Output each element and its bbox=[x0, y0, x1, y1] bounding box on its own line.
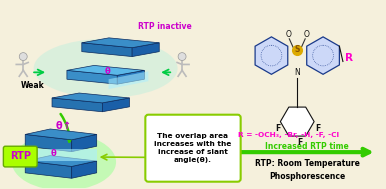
Polygon shape bbox=[25, 149, 97, 161]
Polygon shape bbox=[307, 37, 339, 74]
Text: θ: θ bbox=[105, 67, 110, 76]
Polygon shape bbox=[82, 38, 159, 48]
Text: ↑: ↑ bbox=[62, 122, 70, 132]
Text: RTP: Room Temperature
Phosphorescence: RTP: Room Temperature Phosphorescence bbox=[255, 159, 360, 180]
Polygon shape bbox=[25, 129, 97, 140]
Circle shape bbox=[19, 53, 27, 60]
Polygon shape bbox=[52, 98, 102, 112]
Text: RTP inactive: RTP inactive bbox=[139, 22, 192, 31]
Text: The overlap area
increases with the
increase of slant
angle(θ).: The overlap area increases with the incr… bbox=[154, 133, 232, 163]
Text: Weak: Weak bbox=[21, 81, 45, 90]
Polygon shape bbox=[72, 161, 97, 178]
Circle shape bbox=[178, 53, 186, 60]
Polygon shape bbox=[25, 161, 72, 178]
Polygon shape bbox=[25, 134, 72, 152]
Text: Increased RTP time: Increased RTP time bbox=[265, 142, 349, 151]
Ellipse shape bbox=[34, 39, 178, 98]
Polygon shape bbox=[255, 37, 288, 74]
Text: RTP: RTP bbox=[10, 151, 31, 161]
Polygon shape bbox=[52, 93, 129, 103]
Polygon shape bbox=[102, 98, 129, 112]
Text: F: F bbox=[275, 124, 281, 133]
Polygon shape bbox=[117, 70, 144, 84]
Polygon shape bbox=[82, 43, 132, 57]
Polygon shape bbox=[67, 65, 144, 75]
Text: R = -OCH₃, -Br, -H, -F, -Cl: R = -OCH₃, -Br, -H, -F, -Cl bbox=[238, 132, 339, 138]
Polygon shape bbox=[25, 156, 97, 167]
Polygon shape bbox=[132, 43, 159, 57]
Text: F: F bbox=[297, 138, 303, 147]
Text: S: S bbox=[295, 45, 300, 54]
Text: θ: θ bbox=[56, 122, 63, 132]
Ellipse shape bbox=[12, 133, 116, 189]
Text: N: N bbox=[295, 68, 300, 77]
Text: O: O bbox=[285, 30, 291, 39]
FancyBboxPatch shape bbox=[3, 146, 37, 167]
Polygon shape bbox=[72, 134, 97, 152]
Text: θ: θ bbox=[51, 149, 57, 158]
Polygon shape bbox=[67, 70, 117, 84]
FancyBboxPatch shape bbox=[146, 115, 240, 182]
Text: F: F bbox=[315, 124, 320, 133]
Polygon shape bbox=[108, 71, 148, 89]
Polygon shape bbox=[280, 107, 314, 136]
Text: R: R bbox=[345, 53, 353, 64]
Text: O: O bbox=[303, 30, 309, 39]
